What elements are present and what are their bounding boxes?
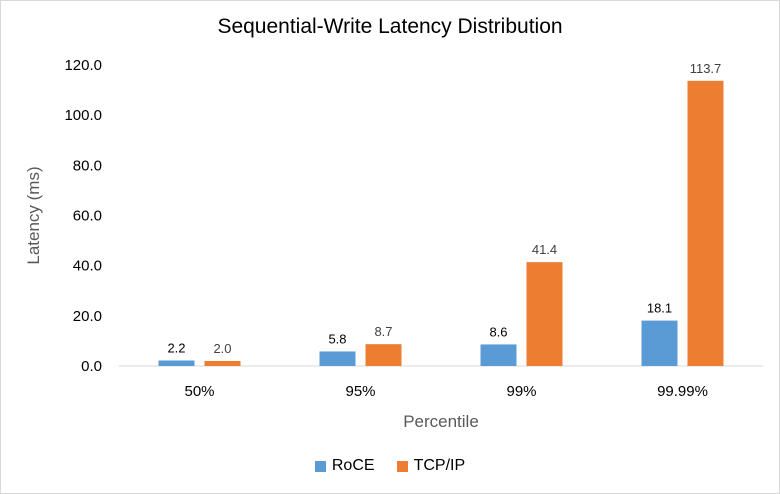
legend-swatch-roce bbox=[314, 460, 326, 472]
data-label: 2.2 bbox=[167, 340, 185, 355]
data-label: 41.4 bbox=[532, 242, 557, 257]
data-label: 2.0 bbox=[213, 341, 231, 356]
y-tick-label: 40.0 bbox=[73, 258, 102, 275]
legend-label-tcpip: TCP/IP bbox=[413, 457, 466, 474]
bar-roce-3 bbox=[641, 320, 678, 366]
y-tick-label: 0.0 bbox=[81, 358, 102, 375]
x-tick-label: 50% bbox=[184, 383, 214, 400]
bars bbox=[158, 80, 724, 367]
x-tick-label: 95% bbox=[345, 383, 375, 400]
y-axis-ticks: 0.0 20.0 40.0 60.0 80.0 100.0 120.0 bbox=[64, 57, 102, 375]
data-label: 113.7 bbox=[690, 61, 722, 76]
bar-tcpip-0 bbox=[204, 360, 241, 366]
legend-swatch-tcpip bbox=[396, 460, 408, 472]
legend-label-roce: RoCE bbox=[331, 457, 375, 474]
x-axis-title: Percentile bbox=[403, 412, 479, 431]
data-label: 8.6 bbox=[489, 324, 507, 339]
y-tick-label: 60.0 bbox=[73, 208, 102, 225]
x-tick-label: 99.99% bbox=[657, 383, 708, 400]
bar-tcpip-3 bbox=[687, 80, 724, 367]
y-tick-label: 120.0 bbox=[64, 57, 102, 74]
y-axis-title: Latency (ms) bbox=[24, 166, 43, 264]
x-tick-label: 99% bbox=[506, 383, 536, 400]
bar-roce-0 bbox=[158, 360, 195, 366]
x-axis-ticks: 50% 95% 99% 99.99% bbox=[184, 383, 707, 400]
legend-item-roce: RoCE bbox=[314, 457, 375, 475]
y-tick-label: 80.0 bbox=[73, 157, 102, 174]
legend: RoCE TCP/IP bbox=[1, 457, 779, 475]
bar-roce-1 bbox=[319, 351, 356, 366]
bar-tcpip-2 bbox=[526, 262, 563, 366]
bar-roce-2 bbox=[480, 344, 517, 366]
y-tick-label: 20.0 bbox=[73, 308, 102, 325]
bar-tcpip-1 bbox=[365, 344, 402, 366]
legend-item-tcpip: TCP/IP bbox=[396, 457, 466, 475]
data-label: 8.7 bbox=[374, 324, 392, 339]
data-labels: 2.2 2.0 5.8 8.7 8.6 41.4 18.1 113.7 bbox=[167, 61, 721, 356]
data-label: 5.8 bbox=[328, 331, 346, 346]
chart-title: Sequential-Write Latency Distribution bbox=[217, 15, 563, 38]
y-tick-label: 100.0 bbox=[64, 107, 102, 124]
data-label: 18.1 bbox=[647, 301, 672, 316]
